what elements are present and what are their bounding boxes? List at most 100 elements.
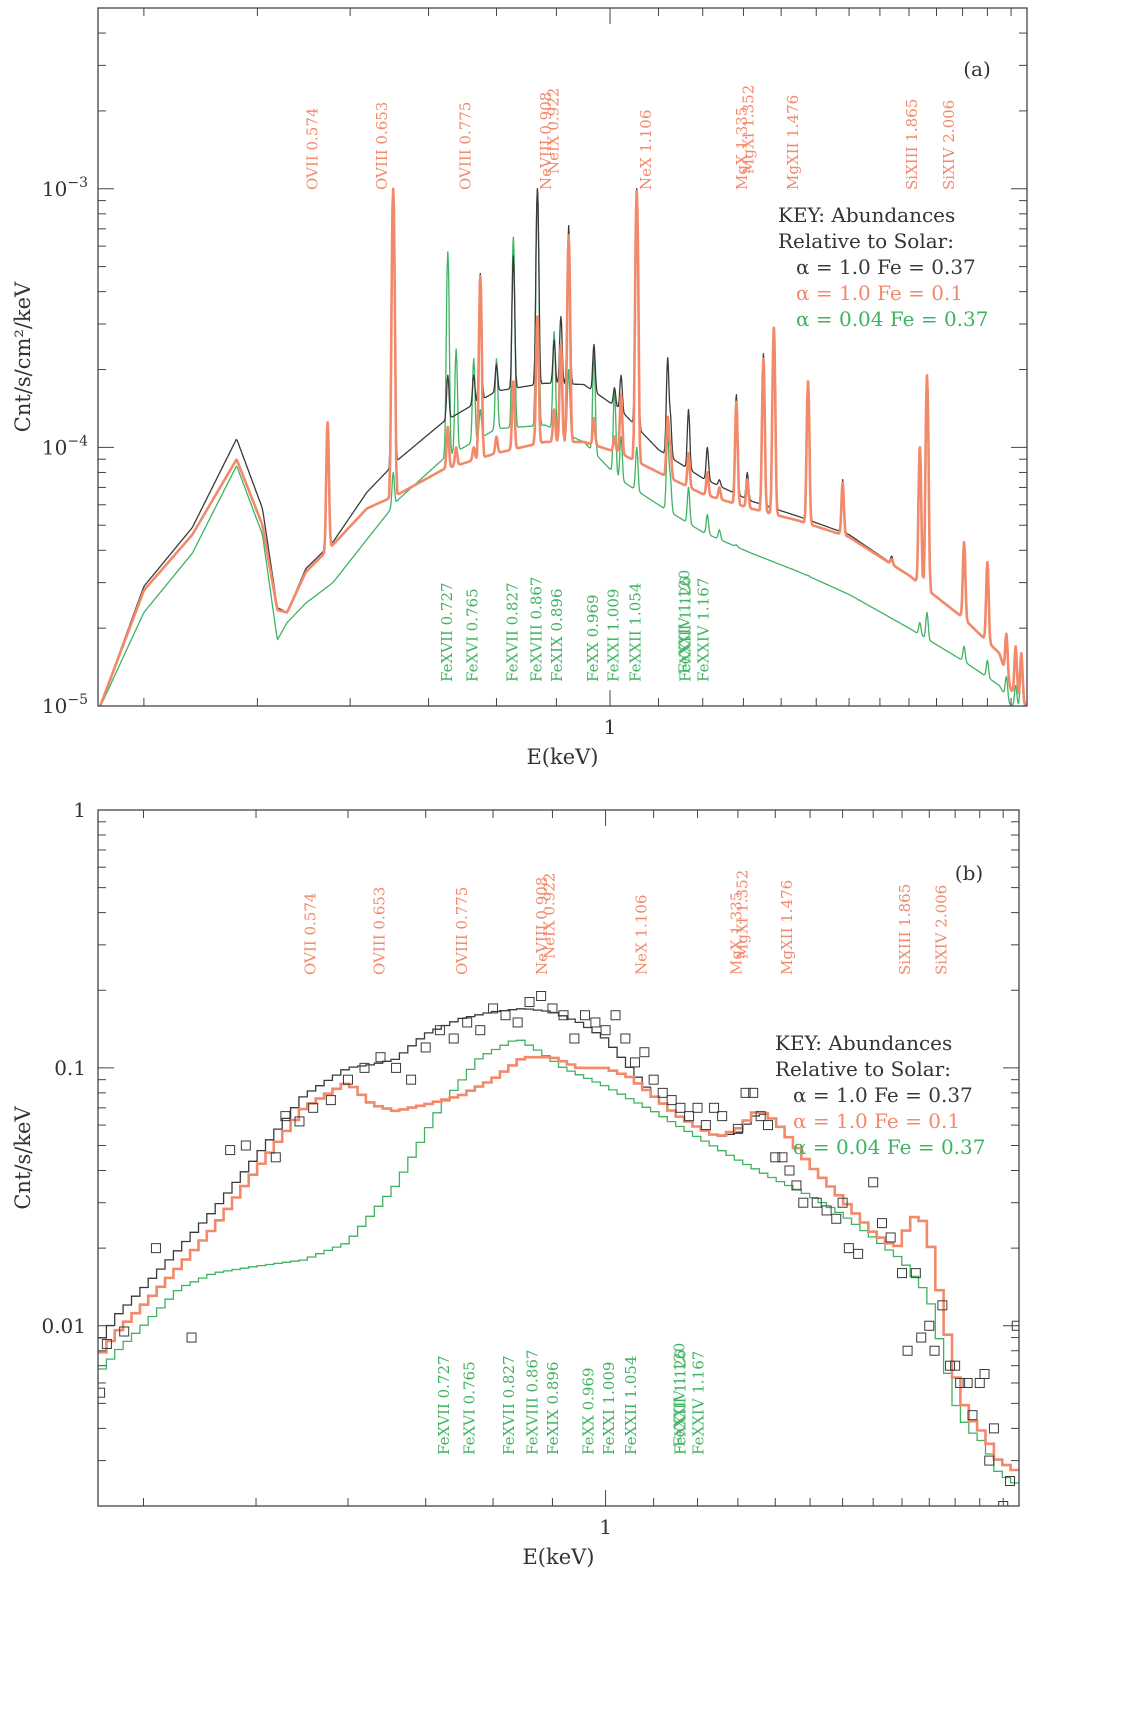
y-axis-label: Cnt/s/keV: [11, 1106, 35, 1210]
y-tick-label: 10−3: [42, 175, 88, 201]
data-point: [512, 1017, 523, 1028]
line-label-bottom: FeXXIV 1.120: [676, 570, 694, 674]
data-point: [294, 1116, 305, 1127]
data-point: [777, 1152, 788, 1163]
series-line-orange: [98, 1055, 1019, 1472]
line-label-top: SiXIV 2.006: [940, 100, 958, 190]
panel-tag: (b): [955, 861, 983, 885]
key-entry-green: α = 0.04 Fe = 0.37: [793, 1135, 986, 1159]
y-axis-label: Cnt/s/cm²/keV: [11, 281, 35, 432]
key-entry-black: α = 1.0 Fe = 0.37: [796, 255, 976, 279]
data-point: [924, 1320, 935, 1331]
data-point: [150, 1243, 161, 1254]
data-point: [910, 1268, 921, 1279]
data-point: [600, 1025, 611, 1036]
line-label-top: NeX 1.106: [632, 895, 650, 975]
data-point: [868, 1177, 879, 1188]
line-label-top: NeX 1.106: [637, 110, 655, 190]
data-point: [950, 1360, 961, 1371]
line-label-bottom: FeXVII 0.827: [500, 1355, 518, 1455]
x-tick-label: 1: [604, 715, 617, 739]
line-label-top: MgX 1.335: [733, 107, 751, 190]
data-point: [462, 1017, 473, 1028]
key-subtitle: Relative to Solar:: [778, 229, 954, 253]
data-point: [488, 1003, 499, 1014]
line-label-bottom: FeXXIV 1.167: [689, 1351, 707, 1455]
data-point: [732, 1123, 743, 1134]
data-point: [709, 1102, 720, 1113]
data-point: [547, 1003, 558, 1014]
line-label-bottom: FeXIX 0.896: [544, 1362, 562, 1455]
data-point: [811, 1197, 822, 1208]
data-point: [821, 1205, 832, 1216]
line-label-top: MgXI 1.352: [734, 870, 752, 959]
data-point: [434, 1025, 445, 1036]
data-point: [620, 1033, 631, 1044]
data-point: [885, 1232, 896, 1243]
line-label-top: MgXII 1.476: [784, 95, 802, 190]
data-point: [763, 1120, 774, 1131]
line-label-top: OVIII 0.775: [453, 887, 471, 975]
line-label-top: OVIII 0.653: [371, 887, 389, 975]
series-line-green: [99, 188, 1027, 706]
key-entry-orange: α = 1.0 Fe = 0.1: [796, 281, 963, 305]
key-entry-black: α = 1.0 Fe = 0.37: [793, 1083, 973, 1107]
line-label-top: OVIII 0.775: [456, 102, 474, 190]
data-point: [666, 1095, 677, 1106]
data-point: [877, 1218, 888, 1229]
line-label-bottom: FeXXII 1.054: [622, 1356, 640, 1455]
data-point: [740, 1087, 751, 1098]
x-axis-label: E(keV): [522, 1545, 594, 1569]
data-point: [342, 1074, 353, 1085]
data-point: [406, 1074, 417, 1085]
line-label-bottom: FeXXIII 1.126: [671, 1350, 689, 1455]
line-label-top: NeIX 0.922: [541, 873, 559, 959]
data-point: [359, 1062, 370, 1073]
line-label-bottom: FeXVIII 0.867: [524, 1350, 542, 1455]
data-point: [448, 1033, 459, 1044]
data-point: [240, 1140, 251, 1151]
y-tick-label: 0.1: [54, 1056, 86, 1080]
line-label-bottom: FeXX 0.969: [580, 1367, 598, 1455]
data-point: [119, 1326, 130, 1337]
line-label-top: MgXII 1.476: [778, 880, 796, 975]
data-point: [974, 1377, 985, 1388]
data-point: [692, 1102, 703, 1113]
data-point: [590, 1017, 601, 1028]
line-label-top: OVII 0.574: [304, 108, 322, 190]
data-point: [962, 1377, 973, 1388]
line-label-top: MgX 1.335: [727, 892, 745, 975]
data-point: [967, 1410, 978, 1421]
line-label-top: SiXIII 1.865: [896, 884, 914, 975]
line-label-top: OVIII 0.653: [373, 102, 391, 190]
data-point: [270, 1152, 281, 1163]
data-point: [843, 1243, 854, 1254]
data-point: [579, 1010, 590, 1021]
line-label-bottom: FeXXI 1.009: [600, 1362, 618, 1455]
data-point: [558, 1010, 569, 1021]
data-point: [648, 1074, 659, 1085]
data-point: [955, 1377, 966, 1388]
y-tick-label: 1: [73, 798, 86, 822]
data-point: [524, 997, 535, 1008]
data-point: [984, 1455, 995, 1466]
line-label-bottom: FeXXIII 1.126: [676, 577, 694, 682]
panel-tag: (a): [963, 57, 991, 81]
data-point: [500, 1010, 511, 1021]
line-label-bottom: FeXXII 1.054: [627, 583, 645, 682]
data-point: [308, 1102, 319, 1113]
data-point: [569, 1033, 580, 1044]
line-label-bottom: FeXX 0.969: [584, 594, 602, 682]
data-point: [280, 1111, 291, 1122]
series-line-green: [98, 1039, 1019, 1484]
y-tick-label: 0.01: [41, 1314, 86, 1338]
data-point: [639, 1047, 650, 1058]
data-point: [937, 1300, 948, 1311]
plot-area: [98, 187, 1027, 706]
data-point: [902, 1345, 913, 1356]
data-point: [916, 1332, 927, 1343]
data-point: [755, 1111, 766, 1122]
line-label-bottom: FeXVI 0.765: [460, 1361, 478, 1455]
data-point: [629, 1057, 640, 1068]
